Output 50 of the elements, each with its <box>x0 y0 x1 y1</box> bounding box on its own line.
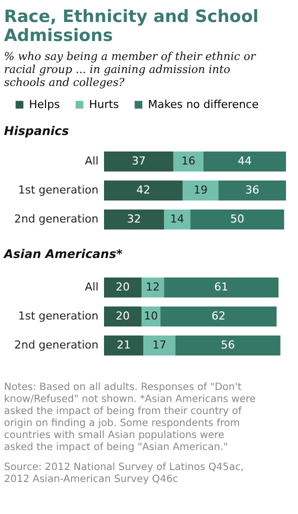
data-label: 50 <box>230 212 244 226</box>
data-label: 36 <box>245 184 260 196</box>
bar <box>164 210 190 230</box>
data-label: 20 <box>116 310 130 322</box>
data-label: 32 <box>127 212 142 226</box>
text: Hispanics <box>4 124 69 138</box>
bar <box>173 152 204 172</box>
data-label: 12 <box>146 280 160 294</box>
bar <box>164 278 278 298</box>
data-label: 19 <box>194 184 208 196</box>
y-tick-label: 1st generation <box>18 310 99 322</box>
source-note: Source: 2012 National Survey of Latinos Q45ac, 2012 Asian-American Survey Q46c <box>4 462 244 485</box>
bar <box>190 210 284 230</box>
bar <box>142 278 164 298</box>
bar <box>104 306 142 326</box>
data-label: 14 <box>170 212 184 226</box>
y-tick-label: All <box>84 154 98 168</box>
chart-title: Asian Americans* <box>3 247 124 261</box>
data-label: 16 <box>181 154 196 168</box>
y-tick-label: 1st generation <box>18 184 99 196</box>
bar <box>160 306 277 326</box>
y-tick-label: 2nd generation <box>14 212 99 226</box>
bar <box>203 152 286 172</box>
data-label: 10 <box>144 310 158 322</box>
y-tick-label: All <box>84 280 98 294</box>
legend-label: Helps <box>29 98 60 111</box>
text: Notes: Based on all adults. Responses of "Don't know/Refused" not shown. *Asian Americans were asked the impact of being from their country of origin on finding a job. Some respondents from countries with small Asian populations were asked the impact of being "Asian American." <box>4 382 256 453</box>
chart-title: Race, Ethnicity and School Admissions <box>4 7 259 46</box>
data-label: 62 <box>211 310 226 322</box>
data-label: 37 <box>132 154 146 168</box>
bar <box>104 336 144 356</box>
y-tick-label: 2nd generation <box>14 338 99 352</box>
bar <box>218 180 286 200</box>
bar <box>104 180 183 200</box>
data-label: 21 <box>116 338 131 352</box>
data-label: 56 <box>220 338 235 352</box>
chart-subtitle: % who say being a member of their ethnic or racial group ... in gaining admission into schools and colleges? <box>4 50 256 89</box>
bar <box>182 180 218 200</box>
bar <box>175 336 280 356</box>
legend-label: Makes no difference <box>148 98 259 111</box>
data-label: 17 <box>152 338 166 352</box>
legend-label: Hurts <box>89 98 120 111</box>
bar <box>104 278 142 298</box>
data-label: 61 <box>214 280 228 294</box>
bar <box>104 152 174 172</box>
data-label: 44 <box>238 154 252 168</box>
data-label: 42 <box>136 184 150 196</box>
bar <box>143 336 176 356</box>
bar <box>104 210 164 230</box>
data-label: 20 <box>116 280 130 294</box>
